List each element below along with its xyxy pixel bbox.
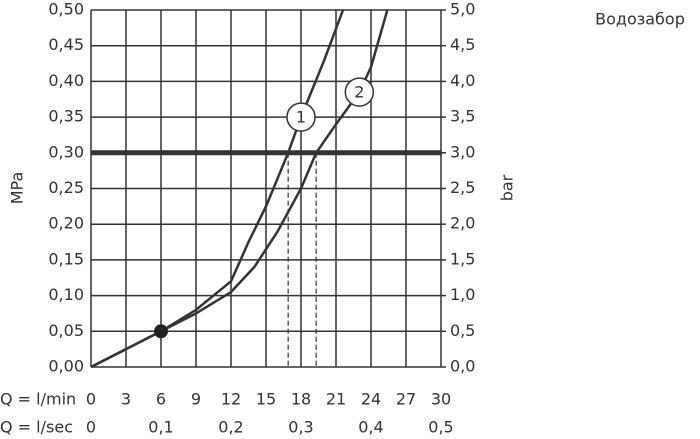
y2-tick-label: 3,5 (450, 107, 475, 126)
y-tick-label: 0,15 (48, 249, 84, 268)
y2-tick-label: 0,5 (450, 321, 475, 340)
x2-tick-label: 0,3 (288, 418, 313, 437)
x-tick-label: 24 (361, 390, 381, 409)
curve-label: 1 (296, 108, 306, 127)
chart-title: Водозабор (595, 10, 685, 29)
y-tick-label: 0,10 (48, 285, 84, 304)
x2-axis-label: Q = l/sec (0, 418, 73, 437)
y2-tick-label: 0,0 (450, 357, 475, 376)
y-tick-label: 0,40 (48, 71, 84, 90)
curve-label-circle (344, 77, 375, 107)
y-tick-label: 0,05 (48, 321, 84, 340)
x-tick-label: 21 (326, 390, 346, 409)
y2-tick-label: 2,5 (450, 178, 475, 197)
x-tick-label: 15 (256, 390, 276, 409)
y-tick-label: 0,35 (48, 107, 84, 126)
y2-tick-label: 1,0 (450, 285, 475, 304)
x-tick-label: 12 (221, 390, 241, 409)
curve-label: 2 (354, 83, 364, 102)
x-tick-label: 27 (396, 390, 416, 409)
y2-tick-label: 5,0 (450, 0, 475, 19)
y-tick-label: 0,45 (48, 35, 84, 54)
y2-tick-label: 2,0 (450, 214, 475, 233)
x2-tick-label: 0,4 (358, 418, 383, 437)
y-tick-label: 0,00 (48, 357, 84, 376)
y2-tick-label: 4,5 (450, 35, 475, 54)
x2-tick-label: 0,5 (428, 418, 453, 437)
y2-axis-label: bar (498, 174, 517, 201)
y-axis-label: MPa (8, 172, 27, 205)
x2-tick-label: 0 (86, 418, 96, 437)
y-tick-label: 0,50 (48, 0, 84, 19)
x-tick-label: 6 (156, 390, 166, 409)
x-tick-label: 30 (431, 390, 451, 409)
y2-tick-label: 3,0 (450, 142, 475, 161)
y2-tick-label: 1,5 (450, 249, 475, 268)
y-tick-label: 0,20 (48, 214, 84, 233)
operating-point (154, 324, 168, 339)
x2-tick-label: 0,2 (218, 418, 243, 437)
x-tick-label: 18 (291, 390, 311, 409)
x-tick-label: 3 (121, 390, 131, 409)
y-tick-label: 0,25 (48, 178, 84, 197)
x-axis-label: Q = l/min (0, 390, 76, 409)
x2-tick-label: 0,1 (148, 418, 173, 437)
x-tick-label: 9 (191, 390, 201, 409)
y-tick-label: 0,30 (48, 142, 84, 161)
curve-label-circle (286, 102, 316, 132)
x-tick-label: 0 (86, 390, 96, 409)
y2-tick-label: 4,0 (450, 71, 475, 90)
